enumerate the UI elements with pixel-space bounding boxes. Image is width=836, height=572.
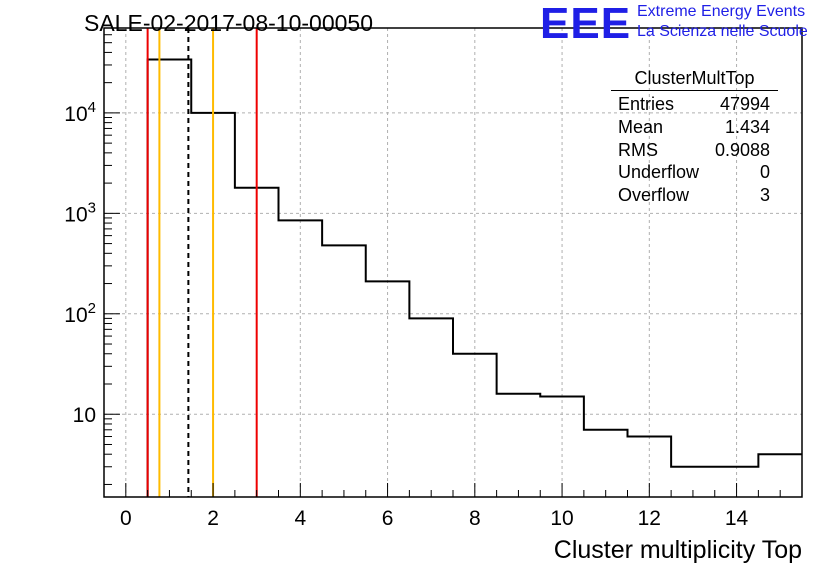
stats-label: Overflow [618, 185, 690, 206]
chart-title: SALE-02-2017-08-10-00050 [84, 10, 373, 36]
y-tick-label: 102 [64, 300, 96, 327]
x-tick-label: 0 [120, 507, 132, 530]
logo-line-2: La Scienza nelle Scuole [637, 23, 808, 40]
stats-row-rms: RMS 0.9088 [611, 139, 778, 162]
x-tick-label: 14 [725, 507, 749, 530]
stats-row-mean: Mean 1.434 [611, 116, 778, 139]
y-tick-label: 10 [73, 404, 96, 427]
stats-value: 3 [759, 185, 770, 206]
y-tick-label: 104 [64, 99, 96, 126]
y-tick-label: 103 [64, 199, 96, 226]
x-tick-label: 10 [550, 507, 573, 530]
x-axis-label: Cluster multiplicity Top [553, 536, 802, 564]
x-tick-label: 12 [638, 507, 661, 530]
stats-row-overflow: Overflow 3 [611, 184, 778, 207]
stats-value: 0 [759, 162, 770, 183]
x-tick-label: 2 [207, 507, 219, 530]
stats-row-entries: Entries 47994 [611, 93, 778, 116]
x-tick-label: 4 [294, 507, 306, 530]
x-tick-label: 8 [469, 507, 481, 530]
histogram-series-line [146, 58, 802, 497]
stats-box-title: ClusterMultTop [611, 68, 778, 91]
stats-label: Entries [618, 94, 675, 114]
logo-line-1: Extreme Energy Events [637, 3, 806, 20]
stats-value: 47994 [719, 94, 770, 114]
stats-value: 0.9088 [714, 139, 770, 160]
x-tick-label: 6 [382, 507, 394, 530]
stats-label: Underflow [618, 162, 700, 183]
stats-row-underflow: Underflow 0 [611, 161, 778, 184]
stats-label: Mean [618, 116, 664, 137]
stats-box: ClusterMultTop Entries 47994 Mean 1.434 … [611, 68, 778, 207]
stats-label: RMS [618, 139, 658, 160]
stats-value: 1.434 [724, 116, 770, 137]
eee-logo: EEE [540, 0, 632, 48]
